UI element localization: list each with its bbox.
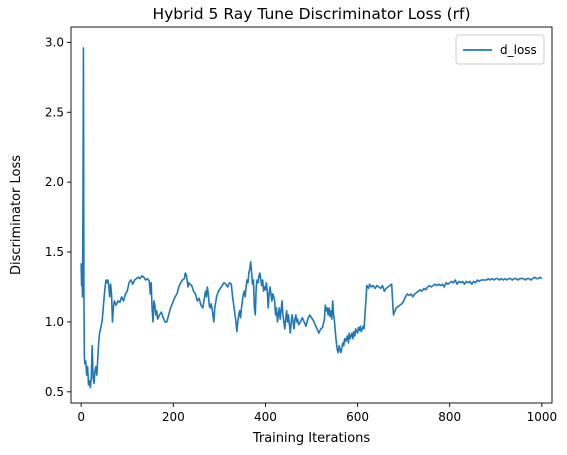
x-axis-label: Training Iterations bbox=[252, 431, 371, 446]
y-tick-label: 2.5 bbox=[45, 105, 64, 119]
x-tick-label: 200 bbox=[162, 410, 185, 424]
y-tick-label: 3.0 bbox=[45, 35, 64, 49]
y-tick-label: 0.5 bbox=[45, 385, 64, 399]
y-tick-label: 2.0 bbox=[45, 175, 64, 189]
series-layer bbox=[80, 47, 543, 389]
x-tick-label: 1000 bbox=[527, 410, 558, 424]
chart-title: Hybrid 5 Ray Tune Discriminator Loss (rf… bbox=[152, 5, 470, 23]
x-tick-label: 600 bbox=[346, 410, 369, 424]
legend-box bbox=[455, 34, 545, 65]
legend-label: d_loss bbox=[500, 43, 537, 57]
series-line-d-loss bbox=[80, 47, 543, 389]
legend: d_loss bbox=[455, 34, 545, 65]
x-tick-label: 0 bbox=[77, 410, 85, 424]
x-tick-label: 800 bbox=[438, 410, 461, 424]
x-axis: 0 200 400 600 800 1000 bbox=[77, 403, 557, 424]
y-tick-label: 1.0 bbox=[45, 315, 64, 329]
y-axis: 0.5 1.0 1.5 2.0 2.5 3.0 bbox=[45, 35, 71, 399]
plot-area bbox=[70, 26, 553, 404]
x-tick-label: 400 bbox=[254, 410, 277, 424]
y-tick-label: 1.5 bbox=[45, 245, 64, 259]
y-axis-label: Discriminator Loss bbox=[9, 155, 24, 275]
